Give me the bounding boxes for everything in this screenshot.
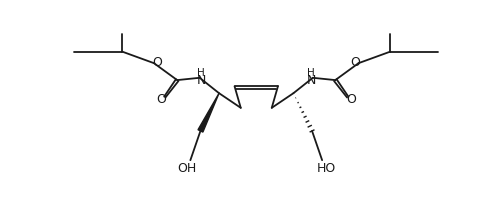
Text: O: O — [346, 93, 356, 106]
Text: N: N — [306, 73, 316, 86]
Text: O: O — [152, 56, 162, 69]
Text: H: H — [308, 68, 315, 78]
Text: O: O — [156, 93, 166, 106]
Text: HO: HO — [316, 162, 336, 175]
Polygon shape — [198, 94, 219, 132]
Text: O: O — [350, 56, 360, 69]
Text: H: H — [198, 68, 205, 78]
Text: N: N — [196, 73, 206, 86]
Text: OH: OH — [177, 162, 196, 175]
